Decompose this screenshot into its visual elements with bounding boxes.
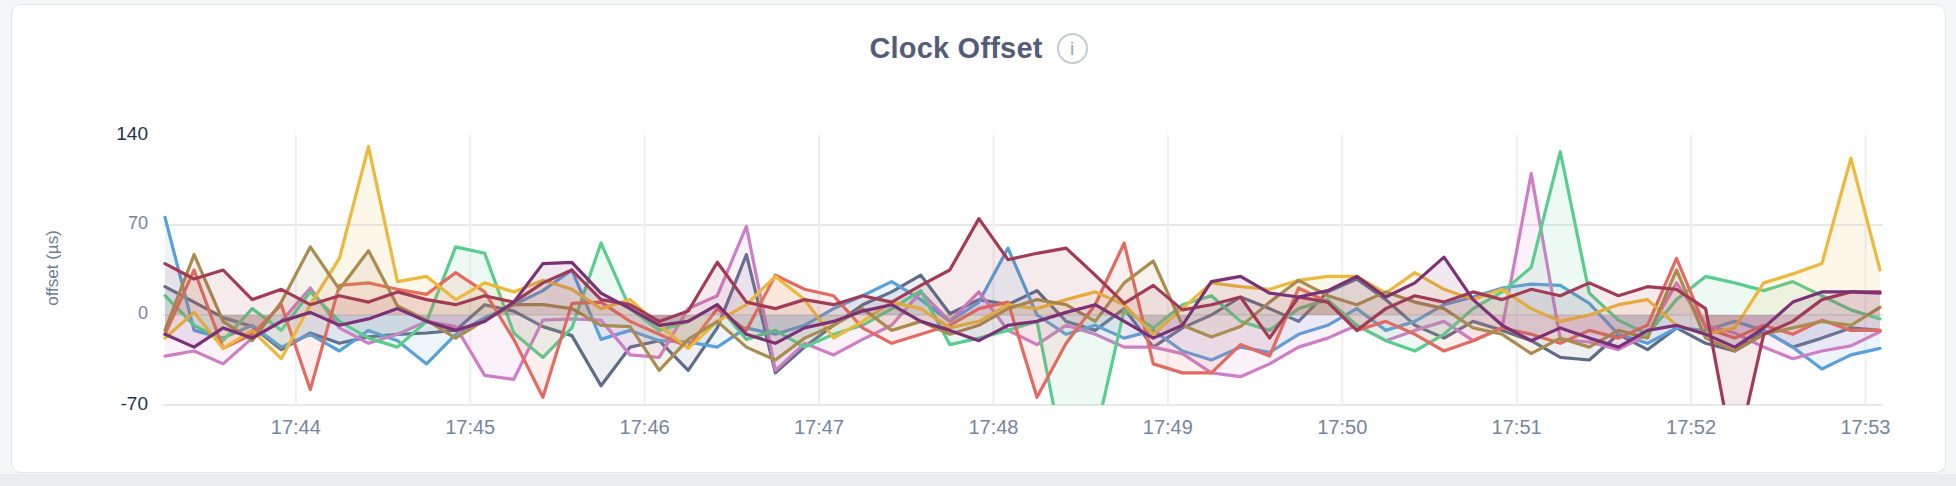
x-axis-tick-label: 17:48 [943, 416, 1043, 439]
x-axis-tick-label: 17:53 [1815, 416, 1915, 439]
x-axis-tick-label: 17:50 [1292, 416, 1392, 439]
x-axis-tick-label: 17:46 [595, 416, 695, 439]
x-axis-tick-label: 17:47 [769, 416, 869, 439]
y-axis-tick-label: -70 [40, 393, 148, 415]
clock-offset-chart[interactable] [0, 0, 1956, 486]
x-axis-tick-label: 17:44 [246, 416, 346, 439]
x-axis-tick-label: 17:52 [1641, 416, 1741, 439]
y-axis-title: offset (µs) [43, 193, 63, 343]
y-axis-tick-label: 140 [40, 123, 148, 145]
x-axis-tick-label: 17:45 [420, 416, 520, 439]
x-axis-tick-label: 17:51 [1467, 416, 1567, 439]
x-axis-tick-label: 17:49 [1118, 416, 1218, 439]
